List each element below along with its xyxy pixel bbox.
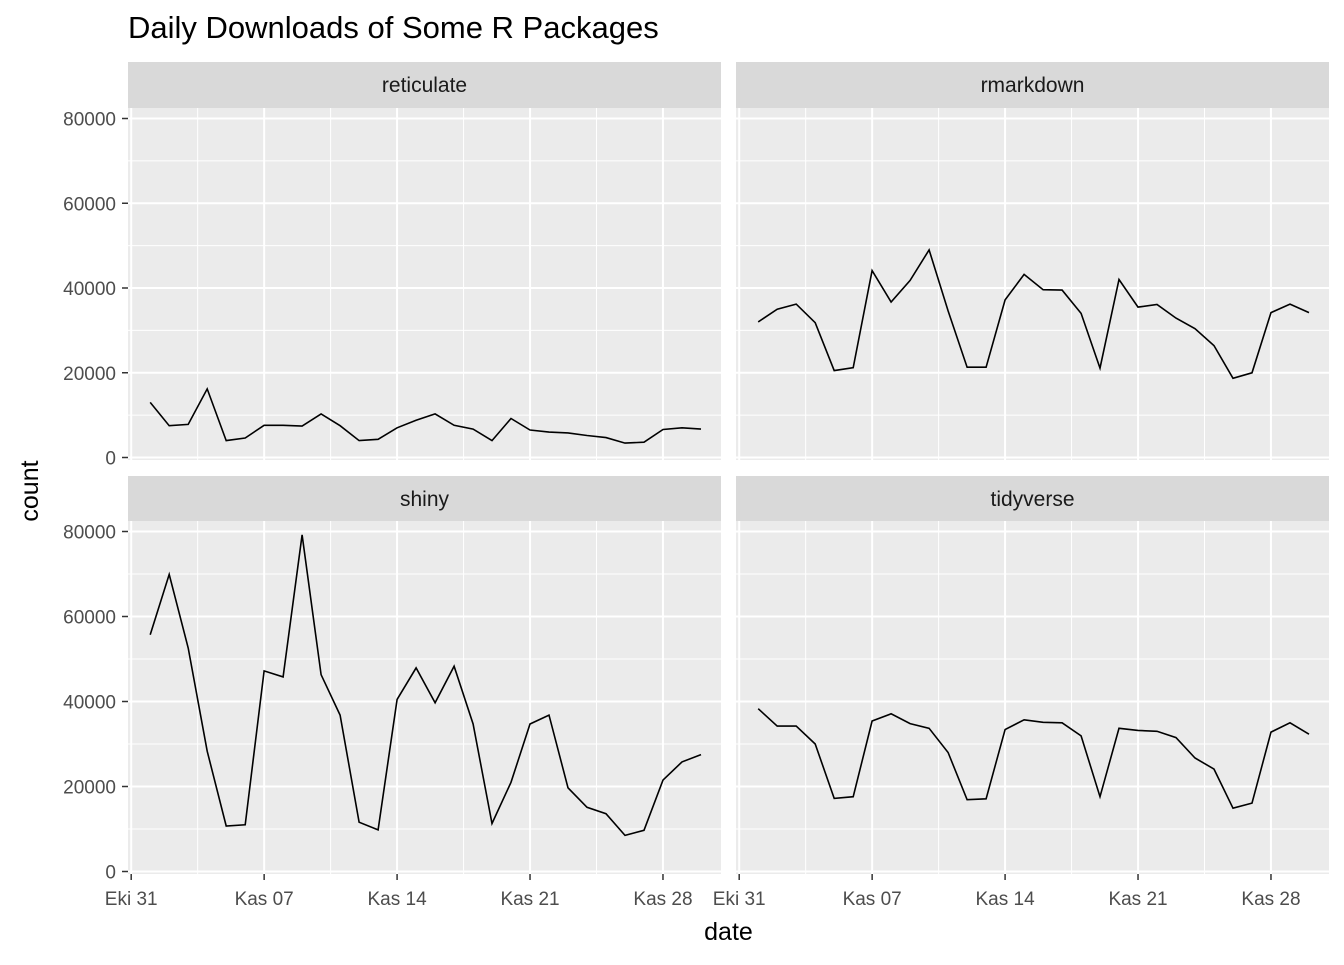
facet-strip-label: rmarkdown	[981, 74, 1085, 97]
y-tick-label: 40000	[63, 693, 116, 714]
facet-strip	[128, 476, 721, 522]
y-tick-label: 0	[105, 449, 116, 470]
x-tick-label: Kas 14	[368, 889, 428, 910]
x-tick-label: Kas 14	[976, 889, 1036, 910]
chart-title: Daily Downloads of Some R Packages	[128, 10, 659, 45]
x-tick-label: Kas 21	[500, 889, 559, 910]
facet-strip-label: shiny	[400, 488, 450, 511]
panel-background	[128, 521, 721, 874]
y-tick-label: 80000	[63, 523, 116, 544]
y-tick-label: 80000	[63, 110, 116, 131]
facet-strip-label: reticulate	[382, 74, 467, 97]
panel-background	[736, 521, 1329, 874]
series-line-tidyverse	[757, 708, 1310, 810]
series-line-shiny	[149, 534, 702, 837]
x-tick-label: Eki 31	[105, 889, 158, 910]
x-tick-label: Kas 07	[235, 889, 294, 910]
facet-strip-label: tidyverse	[990, 488, 1074, 511]
facet-strip	[128, 62, 721, 108]
panel-background	[128, 108, 721, 460]
y-tick-label: 60000	[63, 194, 116, 215]
y-tick-label: 60000	[63, 608, 116, 629]
x-tick-label: Eki 31	[713, 889, 766, 910]
facet-strip	[736, 476, 1329, 522]
x-tick-label: Kas 28	[1241, 889, 1300, 910]
facet-strip	[736, 62, 1329, 108]
x-tick-label: Kas 07	[843, 889, 902, 910]
x-tick-label: Kas 28	[633, 889, 692, 910]
x-tick-label: Kas 21	[1108, 889, 1167, 910]
y-tick-label: 40000	[63, 279, 116, 300]
series-line-reticulate	[149, 386, 702, 444]
y-tick-label: 0	[105, 863, 116, 884]
panel-background	[736, 108, 1329, 460]
x-axis-title: date	[704, 918, 753, 946]
y-axis-title: count	[16, 460, 44, 521]
y-tick-label: 20000	[63, 364, 116, 385]
y-tick-label: 20000	[63, 778, 116, 799]
series-line-rmarkdown	[757, 247, 1310, 380]
